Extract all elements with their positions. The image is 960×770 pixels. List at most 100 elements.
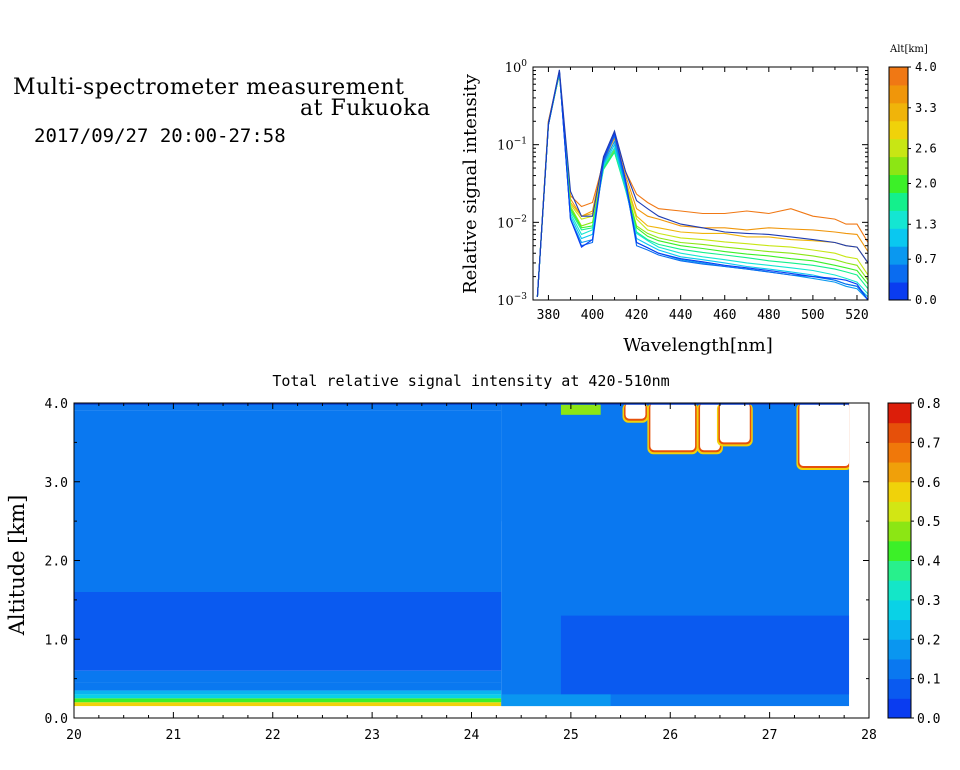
heatmap-x-tick-label: 20 xyxy=(66,728,82,743)
heatmap-x-tick-label: 27 xyxy=(762,728,778,743)
spectrum-series-line-5 xyxy=(536,73,868,297)
altitude-colorbar-swatch xyxy=(889,210,908,229)
altitude-colorbar-swatch xyxy=(889,84,908,104)
altitude-colorbar-tick-label: 1.3 xyxy=(915,217,937,231)
altitude-colorbar-swatch xyxy=(889,156,908,176)
altitude-colorbar-tick-label: 0.7 xyxy=(915,252,937,266)
spectrum-plot: 380 400 420 440 460 480 500 52010−310−210−1100 … xyxy=(460,59,869,356)
altitude-colorbar: Alt[km] 0.0 0.7 1.3 2.0 2.6 3.3 4.0 xyxy=(888,44,937,307)
spectrum-x-tick-label: 460 xyxy=(713,308,736,323)
altitude-colorbar-swatch xyxy=(889,192,908,211)
altitude-colorbar-tick-label: 2.0 xyxy=(915,177,937,191)
heatmap-band-before-8 xyxy=(74,410,502,529)
spectrum-series-line-0 xyxy=(536,72,868,297)
spectrum-x-tick-label: 420 xyxy=(625,308,648,323)
intensity-colorbar-tick-label: 0.6 xyxy=(917,476,940,491)
heatmap-axes: 20 21 22 23 24 25 26 27 28 0.0 1.0 2.0 3.0 4.0 xyxy=(45,397,877,743)
heatmap-region-after-surface xyxy=(501,694,611,707)
spectrum-series-line-7 xyxy=(536,72,868,297)
intensity-colorbar-swatch xyxy=(888,540,911,561)
spectrum-series-line-11 xyxy=(536,70,868,300)
intensity-colorbar-swatch xyxy=(888,619,911,640)
spectrum-x-tick-label: 500 xyxy=(801,308,824,323)
heatmap-cloud-patch-0 xyxy=(560,403,601,415)
intensity-colorbar-swatch xyxy=(888,501,911,522)
intensity-colorbar-tick-label: 0.7 xyxy=(917,436,940,451)
intensity-colorbar-swatch xyxy=(888,698,911,719)
spectrum-series-line-2 xyxy=(536,74,868,297)
heatmap-y-axis-label: Altitude [km] xyxy=(5,495,29,637)
spectrum-x-tick-label: 480 xyxy=(757,308,780,323)
heatmap-band-before-3 xyxy=(74,690,502,695)
altitude-colorbar-swatch xyxy=(889,264,908,283)
altitude-colorbar-tick-label: 2.6 xyxy=(915,142,937,156)
intensity-colorbar-swatch xyxy=(888,580,911,601)
altitude-colorbar-tick-label: 3.3 xyxy=(915,101,937,115)
intensity-colorbar: 0.0 0.1 0.2 0.3 0.4 0.5 0.6 0.7 0.8 xyxy=(887,397,941,727)
spectrum-x-axis-label: Wavelength[nm] xyxy=(623,335,773,356)
heatmap-band-before-6 xyxy=(74,592,502,671)
heatmap-x-tick-label: 22 xyxy=(265,728,281,743)
spectrum-series-line-4 xyxy=(536,73,868,297)
altitude-colorbar-swatch xyxy=(889,138,908,158)
intensity-colorbar-swatch xyxy=(888,422,911,443)
altitude-colorbar-tick-label: 0.0 xyxy=(915,293,937,307)
spectrum-series-line-1 xyxy=(536,74,868,297)
heatmap-y-tick-label: 4.0 xyxy=(45,397,68,412)
heatmap-x-tick-label: 23 xyxy=(364,728,380,743)
heatmap-band-before-0 xyxy=(74,702,502,707)
heatmap-band-before-2 xyxy=(74,694,502,699)
intensity-colorbar-swatch xyxy=(888,442,911,463)
spectrum-y-tick-label: 100 xyxy=(505,59,528,76)
altitude-colorbar-tick-label: 4.0 xyxy=(915,60,937,74)
heatmap-band-before-5 xyxy=(74,670,502,683)
heatmap-x-tick-label: 24 xyxy=(464,728,480,743)
heatmap-cloud-core-2 xyxy=(650,403,696,451)
altitude-colorbar-swatch xyxy=(889,67,908,86)
altitude-colorbar-swatch xyxy=(889,120,908,140)
heatmap-title: Total relative signal intensity at 420-5… xyxy=(272,372,669,390)
intensity-colorbar-swatch xyxy=(888,462,911,483)
figure-datetime: 2017/09/27 20:00-27:58 xyxy=(34,125,286,147)
heatmap-band-before-9 xyxy=(74,403,502,411)
altitude-colorbar-swatch xyxy=(889,102,908,122)
heatmap-y-tick-label: 3.0 xyxy=(45,476,68,491)
heatmap-y-tick-label: 2.0 xyxy=(45,555,68,570)
intensity-colorbar-tick-label: 0.8 xyxy=(917,397,940,412)
heatmap-cloud-core-4 xyxy=(719,403,750,443)
figure-title-line1: Multi-spectrometer measurement xyxy=(13,75,405,100)
altitude-colorbar-swatch xyxy=(889,174,908,193)
spectrum-y-tick-label: 10−3 xyxy=(497,292,527,309)
altitude-colorbar-label: Alt[km] xyxy=(889,44,928,55)
heatmap-y-tick-label: 1.0 xyxy=(45,633,68,648)
intensity-colorbar-swatch xyxy=(888,560,911,581)
heatmap-band-before-4 xyxy=(74,682,502,691)
heatmap-x-tick-label: 28 xyxy=(861,728,877,743)
heatmap-cloud-core-5 xyxy=(799,403,850,466)
altitude-colorbar-swatch xyxy=(889,228,908,247)
heatmap-x-tick-label: 21 xyxy=(166,728,182,743)
heatmap-x-tick-label: 26 xyxy=(662,728,678,743)
intensity-heatmap: Total relative signal intensity at 420-5… xyxy=(5,372,877,743)
intensity-colorbar-tick-label: 0.4 xyxy=(917,555,941,570)
intensity-colorbar-tick-label: 0.1 xyxy=(917,673,940,688)
heatmap-x-tick-label: 25 xyxy=(563,728,579,743)
spectrum-y-tick-label: 10−2 xyxy=(497,214,527,231)
spectrum-x-tick-label: 520 xyxy=(845,308,868,323)
altitude-colorbar-swatch xyxy=(889,282,908,301)
intensity-colorbar-swatch xyxy=(888,599,911,621)
intensity-colorbar-swatch xyxy=(888,521,911,542)
intensity-colorbar-tick-label: 0.2 xyxy=(917,633,940,648)
heatmap-band-before-1 xyxy=(74,698,502,703)
spectrum-lines-group xyxy=(536,69,868,300)
spectrum-y-axis-label: Relative signal intensity xyxy=(460,73,481,294)
heatmap-band-before-7 xyxy=(74,529,502,592)
heatmap-cloud-core-1 xyxy=(625,403,646,419)
heatmap-cells-group xyxy=(74,403,869,718)
heatmap-region-after-low xyxy=(560,615,850,695)
intensity-colorbar-swatch xyxy=(888,481,911,502)
intensity-colorbar-swatch xyxy=(888,678,911,699)
spectrum-series-line-12 xyxy=(536,69,868,297)
altitude-colorbar-swatch xyxy=(889,246,908,265)
